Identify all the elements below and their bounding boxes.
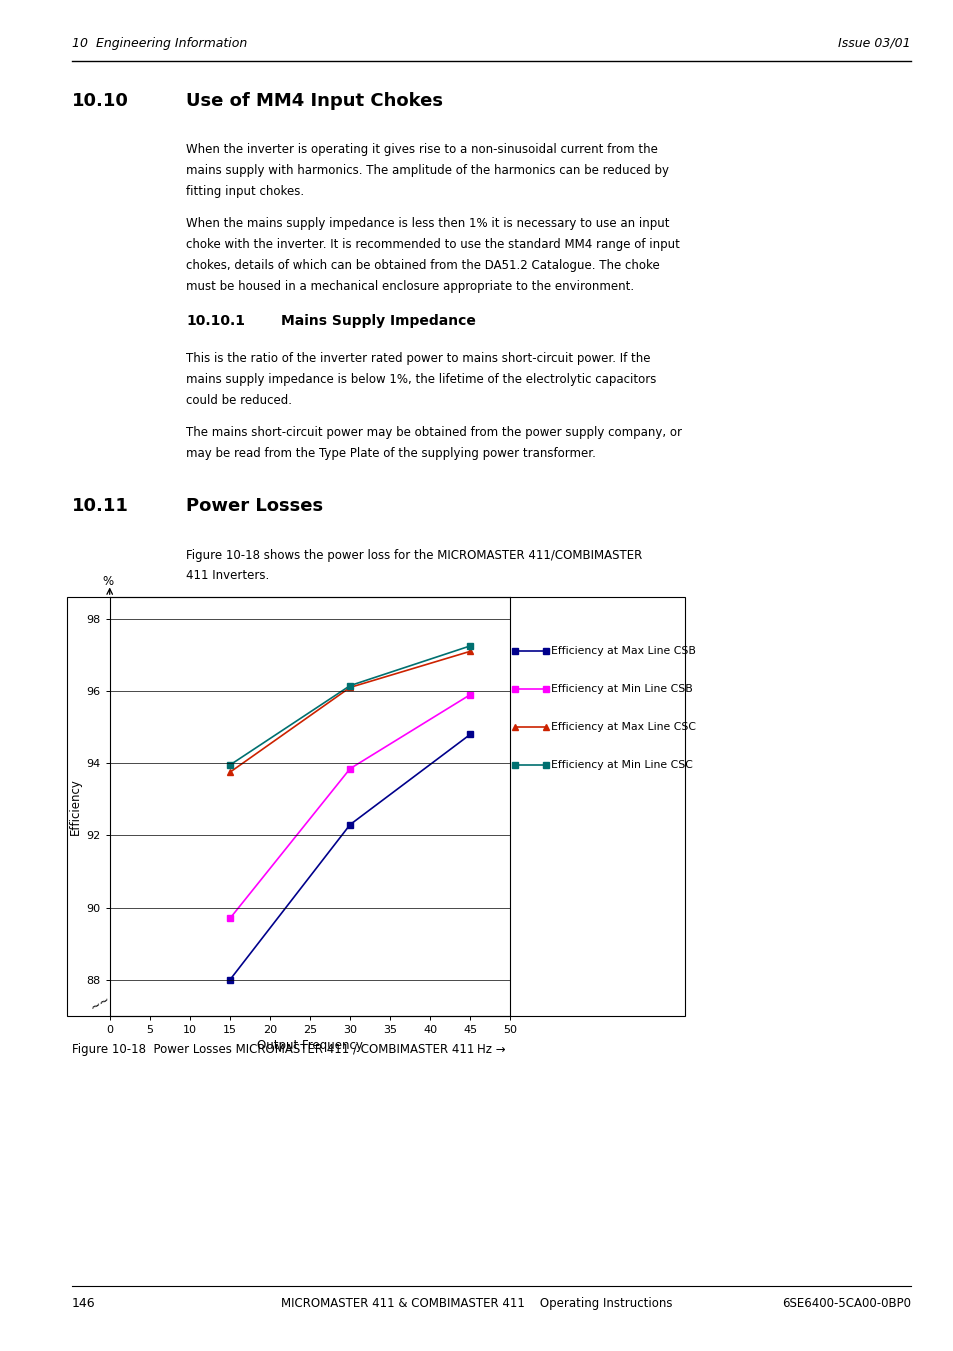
Efficiency at Min Line CSC xyxy=(344,677,355,693)
Efficiency at Max Line CSB xyxy=(224,971,235,988)
Efficiency at Min Line CSB xyxy=(224,911,235,927)
Text: may be read from the Type Plate of the supplying power transformer.: may be read from the Type Plate of the s… xyxy=(186,446,596,459)
Text: Figure 10-18 shows the power loss for the MICROMASTER 411/COMBIMASTER: Figure 10-18 shows the power loss for th… xyxy=(186,549,641,562)
Text: 10.10.1: 10.10.1 xyxy=(186,313,245,328)
Text: The mains short-circuit power may be obtained from the power supply company, or: The mains short-circuit power may be obt… xyxy=(186,426,681,439)
Text: When the inverter is operating it gives rise to a non-sinusoidal current from th: When the inverter is operating it gives … xyxy=(186,143,658,157)
Text: must be housed in a mechanical enclosure appropriate to the environment.: must be housed in a mechanical enclosure… xyxy=(186,280,634,293)
Efficiency at Max Line CSB xyxy=(344,816,355,832)
Text: ∼∼: ∼∼ xyxy=(88,993,112,1015)
Text: 146: 146 xyxy=(71,1297,95,1310)
Efficiency at Max Line CSC xyxy=(344,680,355,696)
Text: Efficiency at Min Line CSB: Efficiency at Min Line CSB xyxy=(551,684,693,694)
Text: When the mains supply impedance is less then 1% it is necessary to use an input: When the mains supply impedance is less … xyxy=(186,216,669,230)
Text: 10.10: 10.10 xyxy=(71,92,129,109)
Text: Efficiency at Max Line CSC: Efficiency at Max Line CSC xyxy=(551,721,696,732)
Text: Use of MM4 Input Chokes: Use of MM4 Input Chokes xyxy=(186,92,442,109)
Text: could be reduced.: could be reduced. xyxy=(186,393,292,407)
Text: fitting input chokes.: fitting input chokes. xyxy=(186,185,304,199)
Text: 411 Inverters.: 411 Inverters. xyxy=(186,569,269,582)
Text: Figure 10-18  Power Losses MICROMASTER 411 / COMBIMASTER 411: Figure 10-18 Power Losses MICROMASTER 41… xyxy=(71,1043,474,1056)
Text: This is the ratio of the inverter rated power to mains short-circuit power. If t: This is the ratio of the inverter rated … xyxy=(186,351,650,365)
Y-axis label: Efficiency: Efficiency xyxy=(70,778,82,835)
X-axis label: Output Frequency: Output Frequency xyxy=(257,1039,362,1052)
Efficiency at Min Line CSC xyxy=(464,638,476,654)
Text: 6SE6400-5CA00-0BP0: 6SE6400-5CA00-0BP0 xyxy=(781,1297,910,1310)
Text: mains supply with harmonics. The amplitude of the harmonics can be reduced by: mains supply with harmonics. The amplitu… xyxy=(186,163,668,177)
Text: Hz →: Hz → xyxy=(476,1043,505,1056)
Text: chokes, details of which can be obtained from the DA51.2 Catalogue. The choke: chokes, details of which can be obtained… xyxy=(186,258,659,272)
Efficiency at Max Line CSC xyxy=(464,643,476,659)
Text: mains supply impedance is below 1%, the lifetime of the electrolytic capacitors: mains supply impedance is below 1%, the … xyxy=(186,373,656,386)
Efficiency at Max Line CSC xyxy=(224,765,235,781)
Text: choke with the inverter. It is recommended to use the standard MM4 range of inpu: choke with the inverter. It is recommend… xyxy=(186,238,679,251)
Text: %: % xyxy=(102,574,113,588)
Line: Efficiency at Min Line CSB: Efficiency at Min Line CSB xyxy=(227,692,473,921)
Text: 10.11: 10.11 xyxy=(71,497,129,515)
Text: Mains Supply Impedance: Mains Supply Impedance xyxy=(281,313,476,328)
Text: Issue 03/01: Issue 03/01 xyxy=(838,36,910,50)
Efficiency at Max Line CSB xyxy=(464,727,476,743)
Text: Power Losses: Power Losses xyxy=(186,497,323,515)
Line: Efficiency at Min Line CSC: Efficiency at Min Line CSC xyxy=(227,643,473,767)
Line: Efficiency at Max Line CSC: Efficiency at Max Line CSC xyxy=(227,648,473,775)
Text: MICROMASTER 411 & COMBIMASTER 411    Operating Instructions: MICROMASTER 411 & COMBIMASTER 411 Operat… xyxy=(281,1297,672,1310)
Efficiency at Min Line CSB xyxy=(464,686,476,703)
Efficiency at Min Line CSB xyxy=(344,761,355,777)
Text: Efficiency at Max Line CSB: Efficiency at Max Line CSB xyxy=(551,646,696,657)
Line: Efficiency at Max Line CSB: Efficiency at Max Line CSB xyxy=(227,731,473,982)
Text: 10  Engineering Information: 10 Engineering Information xyxy=(71,36,247,50)
Efficiency at Min Line CSC xyxy=(224,757,235,773)
Text: Efficiency at Min Line CSC: Efficiency at Min Line CSC xyxy=(551,759,693,770)
